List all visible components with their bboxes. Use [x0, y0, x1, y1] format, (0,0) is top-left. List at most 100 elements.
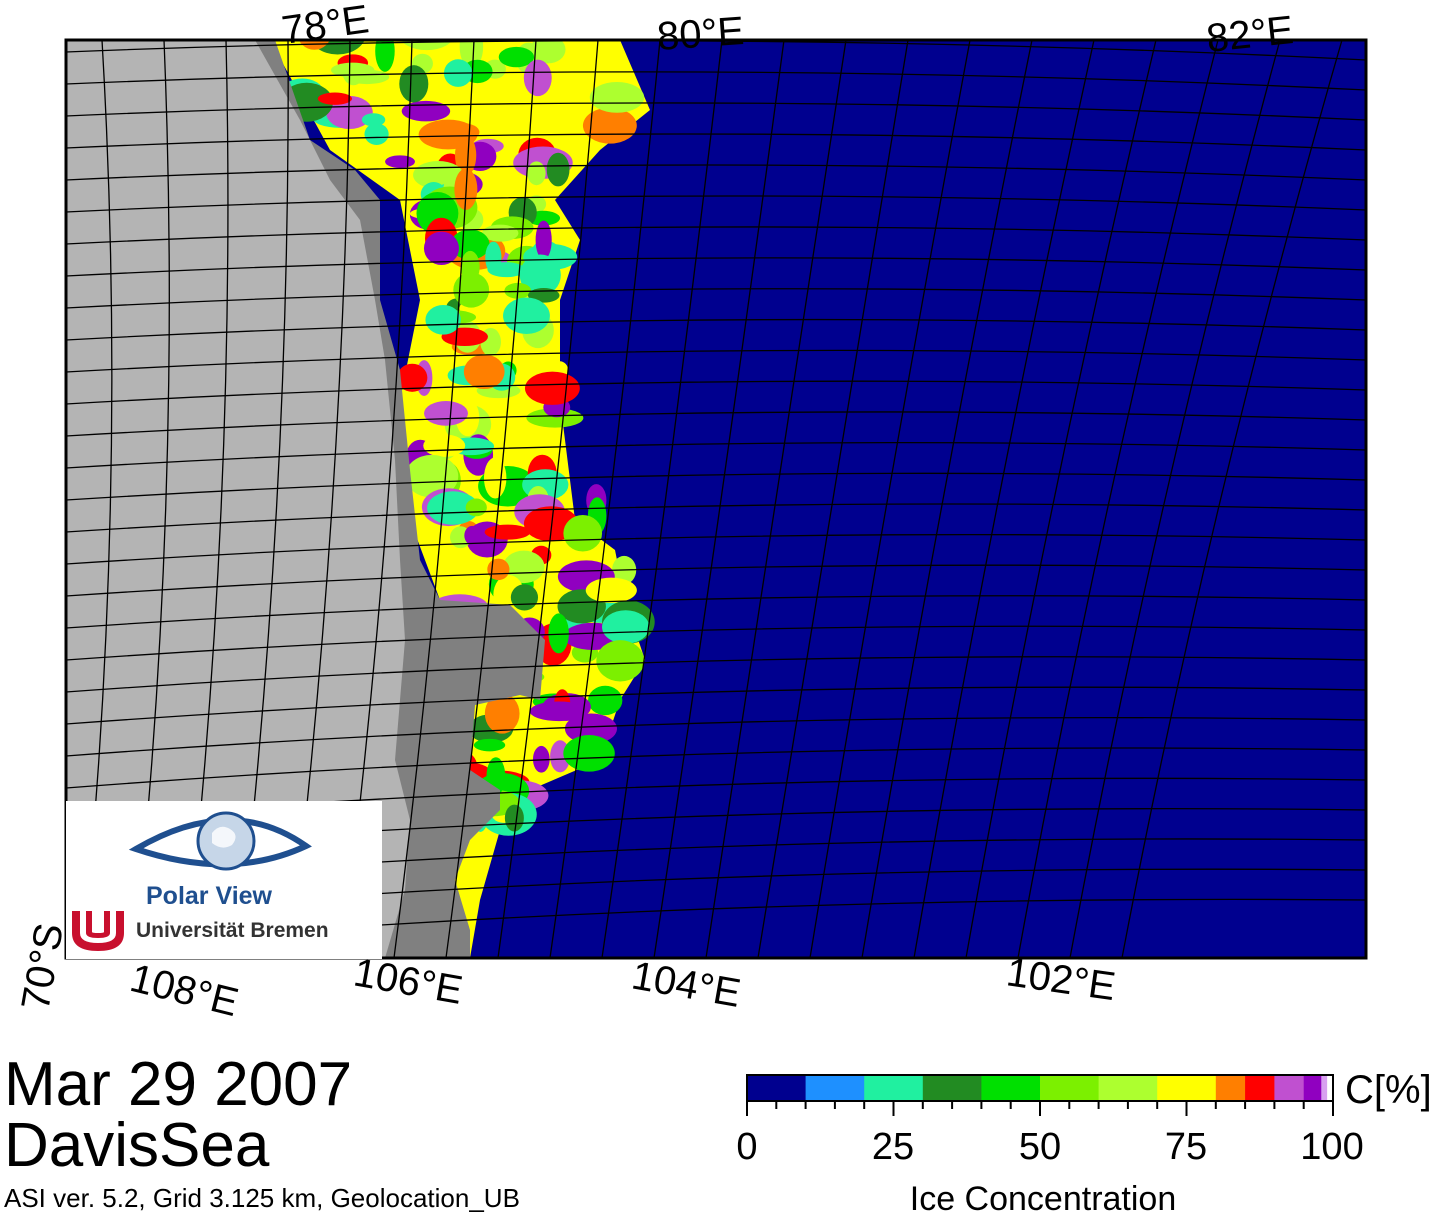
ice-patch	[423, 434, 466, 457]
parallel-line	[66, 533, 1366, 565]
parallel-line	[66, 716, 1366, 757]
ice-patch	[298, 40, 330, 50]
ice-patch	[523, 59, 552, 97]
ice-patch	[503, 550, 545, 584]
eye-icon	[128, 811, 312, 871]
ice-patch	[399, 65, 429, 103]
ice-patch	[563, 515, 603, 552]
ice-patch	[361, 113, 386, 127]
ice-patch	[526, 408, 584, 428]
land	[66, 40, 410, 958]
meridian-line	[913, 40, 1095, 958]
lon-label-82e: 82°E	[1204, 8, 1295, 61]
polar-view-logo: Polar View Universität Bremen	[66, 801, 382, 959]
meridian-line	[393, 40, 475, 958]
colorbar-tick-label: 0	[736, 1126, 758, 1168]
ice-patch	[588, 685, 623, 716]
ice-patch	[364, 123, 389, 145]
ice-patch	[446, 123, 480, 142]
parallel-line	[66, 164, 1366, 181]
parallel-line	[66, 686, 1366, 725]
ice-patch	[441, 327, 488, 347]
meridian-line	[653, 40, 785, 958]
parallel-line	[66, 195, 1366, 213]
ice-patch	[453, 272, 490, 308]
lon-label-80e: 80°E	[656, 9, 746, 59]
parallel-line	[66, 411, 1366, 437]
ice-patch	[464, 525, 481, 546]
lon-label-108e: 108°E	[126, 956, 243, 1020]
colorbar-bin	[1098, 1075, 1158, 1101]
ice-patch	[484, 693, 520, 734]
colorbar-bin	[1157, 1075, 1217, 1101]
colorbar-bin	[1040, 1075, 1100, 1101]
meridian-line	[549, 40, 661, 958]
ice-patch	[330, 62, 375, 78]
ice-patch	[503, 297, 550, 334]
parallel-line	[66, 71, 1366, 91]
ice-patch	[504, 804, 524, 832]
ice-patch	[375, 40, 395, 72]
ice-patch	[484, 524, 531, 540]
ice-patch	[510, 584, 539, 611]
colorbar-tick-label: 75	[1164, 1126, 1208, 1168]
parallel-line	[66, 288, 1366, 309]
parallel-line	[66, 102, 1366, 121]
ice-patch	[530, 40, 566, 64]
lat-label-70s: 70°S	[14, 920, 72, 1013]
meridian-line	[1069, 40, 1281, 958]
university-emblem-icon	[72, 911, 124, 951]
logo-title: Polar View	[146, 882, 272, 910]
ice-patch	[485, 241, 502, 274]
colorbar-bin	[864, 1075, 924, 1101]
lon-label-106e: 106°E	[350, 951, 465, 1013]
ice-patch	[465, 498, 487, 517]
ice-patch	[463, 354, 505, 390]
parallel-line	[66, 380, 1366, 405]
ice-patch	[529, 701, 589, 722]
ice-patch	[427, 491, 479, 525]
parallel-line	[66, 472, 1366, 501]
parallel-line	[66, 349, 1366, 373]
ice-patch	[498, 46, 535, 68]
ice-patch	[401, 40, 453, 51]
meridian-line	[965, 40, 1157, 958]
map-frame	[64, 38, 1368, 960]
ice-patch	[450, 229, 490, 260]
parallel-line	[66, 595, 1366, 629]
colorbar-bin	[1274, 1075, 1305, 1101]
parallel-line	[66, 257, 1366, 277]
meridian-line	[705, 40, 847, 958]
ice-patch	[425, 305, 461, 335]
ice-patch	[385, 155, 415, 169]
ice-patch	[563, 735, 615, 772]
colorbar-tick-label: 50	[1018, 1126, 1062, 1168]
lon-label-104e: 104°E	[628, 954, 743, 1016]
colorbar-bin	[1303, 1075, 1322, 1101]
ice-patch	[524, 371, 580, 405]
colorbar-bin	[981, 1075, 1041, 1101]
colorbar-tick-label: 100	[1300, 1126, 1364, 1168]
meridian-line	[1121, 40, 1343, 958]
parallel-line	[66, 442, 1366, 469]
colorbar-bin	[1327, 1075, 1334, 1101]
date-label: Mar 29 2007	[4, 1050, 353, 1119]
ice-patch	[535, 220, 552, 260]
parallel-line	[66, 625, 1366, 661]
parallel-line	[66, 656, 1366, 693]
ice-patch	[602, 610, 650, 644]
ice-patch	[401, 100, 451, 122]
colorbar-bin	[805, 1075, 865, 1101]
ice-patch	[483, 457, 507, 499]
ice-patch	[596, 640, 645, 682]
ice-patch	[424, 401, 468, 426]
colorbar-bin	[922, 1075, 982, 1101]
colorbar-bin	[747, 1075, 807, 1101]
colorbar-bin	[1321, 1075, 1328, 1101]
parallel-line	[66, 318, 1366, 341]
parallel-line	[66, 564, 1366, 597]
ice-patch	[527, 161, 546, 186]
colorbar-tick-label: 25	[871, 1126, 915, 1168]
meridian-line	[30, 40, 55, 958]
parallel-line	[66, 226, 1366, 245]
